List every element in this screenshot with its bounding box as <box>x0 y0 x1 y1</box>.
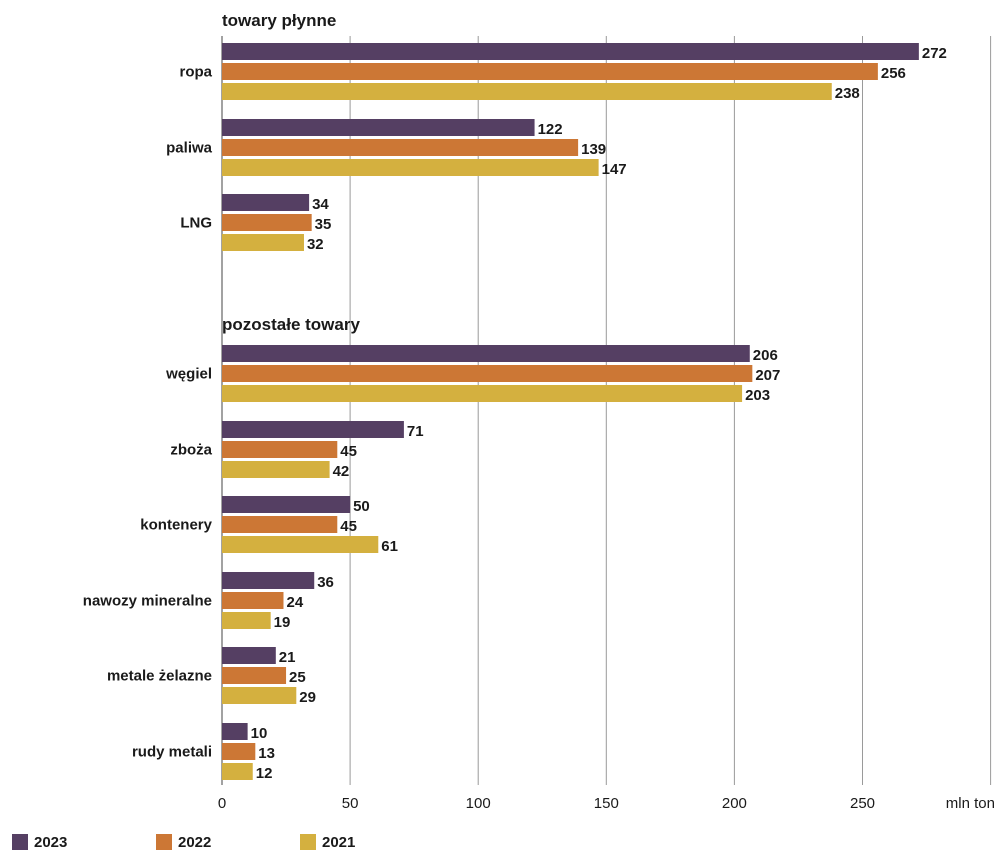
data-label: 13 <box>258 745 275 762</box>
bar-2022 <box>222 214 312 231</box>
category-label: paliwa <box>166 140 213 157</box>
category-label: metale żelazne <box>107 668 212 685</box>
data-label: 12 <box>256 765 273 782</box>
category-label: kontenery <box>140 517 212 534</box>
data-label: 206 <box>753 347 778 364</box>
data-label: 45 <box>340 518 357 535</box>
bar-2023 <box>222 43 919 60</box>
data-label: 25 <box>289 669 306 686</box>
bar-2021 <box>222 461 330 478</box>
bar-2022 <box>222 743 256 760</box>
legend-item-2022: 2022 <box>156 834 300 851</box>
category-label: LNG <box>180 215 212 232</box>
data-label: 139 <box>581 141 606 158</box>
bar-2021 <box>222 687 297 704</box>
legend-swatch-2022 <box>156 834 172 850</box>
x-tick-label: 0 <box>218 795 226 812</box>
data-label: 36 <box>317 574 334 591</box>
data-label: 147 <box>602 161 627 178</box>
bar-2023 <box>222 119 535 136</box>
legend-swatch-2021 <box>300 834 316 850</box>
x-tick-label: 100 <box>466 795 491 812</box>
category-label: węgiel <box>165 366 212 383</box>
bar-2023 <box>222 345 750 362</box>
bar-2023 <box>222 647 276 664</box>
category-label: rudy metali <box>132 744 212 761</box>
bar-2023 <box>222 723 248 740</box>
data-label: 35 <box>315 216 332 233</box>
bar-2021 <box>222 612 271 629</box>
bar-2023 <box>222 572 315 589</box>
data-label: 34 <box>312 196 329 213</box>
category-label: nawozy mineralne <box>83 593 212 610</box>
data-label: 122 <box>538 121 563 138</box>
data-label: 29 <box>299 689 316 706</box>
x-tick-label: 250 <box>850 795 875 812</box>
bar-2022 <box>222 63 878 80</box>
bar-2023 <box>222 421 404 438</box>
legend-label-2021: 2021 <box>322 833 356 851</box>
data-label: 272 <box>922 45 947 62</box>
category-label: zboża <box>170 442 212 459</box>
bar-2021 <box>222 763 253 780</box>
legend-swatch-2023 <box>12 834 28 850</box>
data-label: 71 <box>407 423 424 440</box>
legend-item-2021: 2021 <box>300 834 444 851</box>
category-label: ropa <box>179 64 212 81</box>
bar-2022 <box>222 139 579 156</box>
legend-label-2023: 2023 <box>34 833 68 851</box>
x-tick-label: 50 <box>342 795 359 812</box>
data-label: 61 <box>381 538 398 555</box>
bar-2021 <box>222 234 304 251</box>
bar-2022 <box>222 592 284 609</box>
bar-2022 <box>222 516 338 533</box>
legend: 2023 2022 2021 <box>12 832 444 852</box>
data-label: 21 <box>279 649 296 666</box>
bar-2022 <box>222 441 338 458</box>
x-tick-label: 200 <box>722 795 747 812</box>
bar-2021 <box>222 159 599 176</box>
bar-2021 <box>222 83 832 100</box>
legend-item-2023: 2023 <box>12 834 156 851</box>
data-label: 50 <box>353 498 370 515</box>
data-label: 42 <box>333 463 350 480</box>
bar-2022 <box>222 667 287 684</box>
bar-2023 <box>222 194 310 211</box>
section-title: pozostałe towary <box>222 315 360 334</box>
x-axis-unit-label: mln ton <box>946 795 995 812</box>
bar-2022 <box>222 365 753 382</box>
data-label: 45 <box>340 443 357 460</box>
data-label: 19 <box>274 614 291 631</box>
bar-chart: 0 50 100 150 200 250 mln ton towary płynne ropa 2… <box>83 11 995 812</box>
x-tick-label: 150 <box>594 795 619 812</box>
data-label: 32 <box>307 236 324 253</box>
data-label: 10 <box>251 725 268 742</box>
section-title: towary płynne <box>222 11 336 30</box>
legend-label-2022: 2022 <box>178 833 212 851</box>
data-label: 207 <box>755 367 780 384</box>
bar-2021 <box>222 385 743 402</box>
bar-2021 <box>222 536 379 553</box>
data-label: 203 <box>745 387 770 404</box>
data-label: 238 <box>835 85 860 102</box>
data-label: 24 <box>286 594 303 611</box>
bar-2023 <box>222 496 351 513</box>
data-label: 256 <box>881 65 906 82</box>
